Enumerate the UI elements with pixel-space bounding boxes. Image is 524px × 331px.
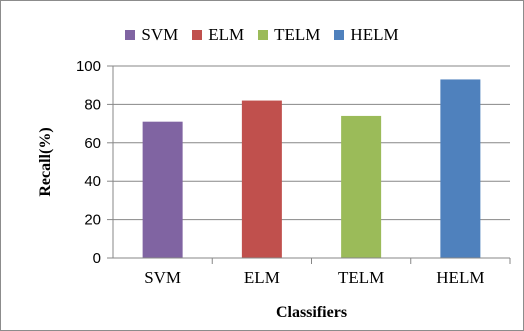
legend-swatch-svm (125, 30, 136, 40)
legend-swatch-telm (258, 30, 269, 40)
legend-label-elm: ELM (208, 25, 245, 44)
legend-item-helm: HELM (334, 24, 399, 46)
y-tick-label: 60 (84, 135, 101, 152)
legend-label-svm: SVM (141, 25, 179, 44)
y-tick-label: 20 (84, 212, 101, 229)
y-tick-label: 40 (84, 173, 101, 190)
x-axis-title: Classifiers (276, 304, 347, 321)
x-tick-label: SVM (144, 268, 181, 287)
legend-item-telm: TELM (258, 24, 320, 46)
bar-telm (341, 115, 382, 258)
legend-item-elm: ELM (192, 24, 244, 46)
legend-swatch-helm (334, 30, 345, 40)
axes (107, 65, 511, 264)
legend: SVM ELM TELM HELM (0, 24, 524, 46)
x-tick-labels: SVM ELM TELM HELM (144, 268, 484, 287)
y-axis-title: Recall(%) (37, 127, 54, 196)
y-tick-label: 100 (76, 58, 101, 75)
y-tick-label: 0 (93, 250, 101, 267)
legend-item-svm: SVM (125, 24, 178, 46)
x-tick-label: ELM (244, 268, 280, 287)
y-tick-labels: 0 20 40 60 80 100 (76, 58, 101, 267)
legend-swatch-elm (192, 30, 203, 40)
x-tick-label: TELM (338, 268, 384, 287)
bars (142, 79, 481, 259)
x-tick-label: HELM (436, 268, 484, 287)
y-tick-label: 80 (84, 96, 101, 113)
bar-helm (440, 79, 481, 258)
legend-label-helm: HELM (350, 25, 399, 44)
bar-svm (142, 121, 183, 259)
legend-label-telm: TELM (274, 25, 321, 44)
bar-elm (241, 100, 282, 258)
